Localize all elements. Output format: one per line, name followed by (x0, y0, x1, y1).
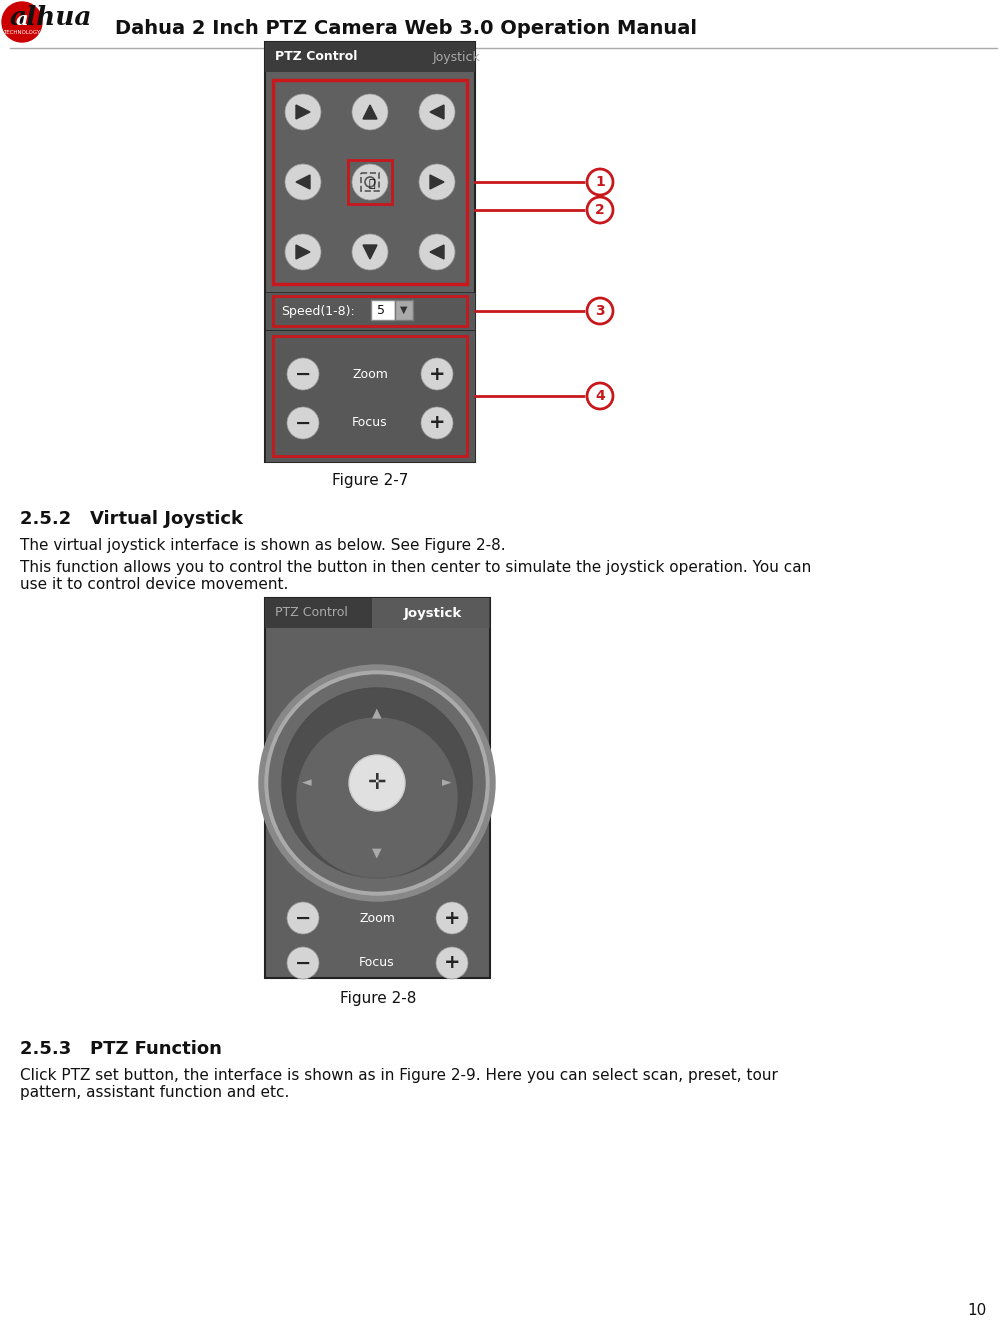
Text: ►: ► (442, 777, 452, 790)
Text: 3: 3 (595, 304, 605, 318)
Text: This function allows you to control the button in then center to simulate the jo: This function allows you to control the … (20, 559, 812, 593)
Text: Focus: Focus (352, 417, 388, 429)
Circle shape (282, 689, 472, 878)
Text: 2: 2 (595, 202, 605, 217)
Text: TECHNOLOGY: TECHNOLOGY (3, 29, 40, 35)
Bar (265, 43, 475, 72)
Text: Speed(1-8):: Speed(1-8): (281, 305, 354, 317)
Circle shape (586, 196, 614, 224)
Polygon shape (296, 174, 310, 189)
Circle shape (421, 358, 453, 390)
Text: ▼: ▼ (373, 847, 382, 859)
Bar (371, 300, 395, 320)
Bar (273, 336, 467, 456)
Circle shape (419, 164, 455, 200)
Text: Dahua 2 Inch PTZ Camera Web 3.0 Operation Manual: Dahua 2 Inch PTZ Camera Web 3.0 Operatio… (115, 19, 697, 37)
Text: Joystick: Joystick (404, 606, 462, 619)
Circle shape (287, 358, 319, 390)
Text: +: + (444, 954, 460, 972)
Circle shape (421, 408, 453, 440)
Polygon shape (363, 105, 377, 119)
Circle shape (285, 234, 321, 270)
Circle shape (419, 234, 455, 270)
Text: −: − (295, 365, 311, 384)
Text: +: + (429, 365, 445, 384)
Bar (265, 292, 475, 330)
Circle shape (259, 665, 495, 900)
Bar (273, 80, 467, 284)
Text: a: a (16, 11, 28, 29)
Circle shape (436, 902, 468, 934)
Text: +: + (429, 413, 445, 433)
Text: 2.5.2   Virtual Joystick: 2.5.2 Virtual Joystick (20, 510, 243, 527)
Polygon shape (363, 245, 377, 258)
Circle shape (352, 95, 388, 131)
Text: ▲: ▲ (373, 706, 382, 719)
Text: PTZ Control: PTZ Control (275, 51, 357, 64)
Polygon shape (296, 105, 310, 119)
Text: The virtual joystick interface is shown as below. See Figure 2-8.: The virtual joystick interface is shown … (20, 538, 506, 553)
Text: Focus: Focus (359, 956, 395, 970)
Circle shape (287, 902, 319, 934)
Text: 10: 10 (968, 1303, 987, 1317)
Text: Figure 2-7: Figure 2-7 (332, 473, 408, 488)
Bar (395, 300, 413, 320)
Circle shape (287, 408, 319, 440)
Polygon shape (430, 245, 444, 258)
Text: 5: 5 (377, 304, 385, 317)
Bar (265, 330, 475, 462)
Text: −: − (295, 413, 311, 433)
Text: ▼: ▼ (400, 305, 408, 314)
Text: −: − (295, 908, 311, 927)
Text: 4: 4 (595, 389, 605, 404)
Text: PTZ Control: PTZ Control (275, 606, 347, 619)
Circle shape (282, 689, 472, 878)
Circle shape (349, 755, 405, 811)
Bar (265, 43, 475, 462)
Text: Zoom: Zoom (352, 368, 388, 381)
Circle shape (352, 234, 388, 270)
Text: ✛: ✛ (368, 773, 387, 793)
Text: 🔍: 🔍 (369, 178, 376, 189)
Circle shape (287, 947, 319, 979)
Bar (265, 598, 490, 978)
Circle shape (586, 168, 614, 196)
Bar (361, 173, 379, 190)
Circle shape (352, 164, 388, 200)
Circle shape (586, 297, 614, 325)
Text: −: − (295, 954, 311, 972)
Text: Figure 2-8: Figure 2-8 (339, 991, 416, 1006)
Circle shape (436, 947, 468, 979)
Bar (348, 160, 392, 204)
Text: alhua: alhua (10, 5, 93, 31)
Text: ◄: ◄ (302, 777, 312, 790)
Bar (265, 598, 490, 627)
Text: +: + (444, 908, 460, 927)
Circle shape (265, 671, 489, 895)
Circle shape (2, 3, 42, 43)
Circle shape (269, 675, 485, 891)
Bar (372, 598, 489, 627)
Circle shape (419, 95, 455, 131)
Circle shape (285, 164, 321, 200)
Circle shape (586, 382, 614, 410)
Circle shape (285, 95, 321, 131)
Polygon shape (430, 105, 444, 119)
Polygon shape (296, 245, 310, 258)
Text: Joystick: Joystick (433, 51, 480, 64)
Text: 1: 1 (595, 174, 605, 189)
Bar (273, 296, 467, 326)
Circle shape (297, 718, 457, 878)
Text: Click PTZ set button, the interface is shown as in Figure 2-9. Here you can sele: Click PTZ set button, the interface is s… (20, 1068, 777, 1100)
Text: 2.5.3   PTZ Function: 2.5.3 PTZ Function (20, 1040, 222, 1058)
Text: Zoom: Zoom (359, 911, 395, 924)
Polygon shape (430, 174, 444, 189)
